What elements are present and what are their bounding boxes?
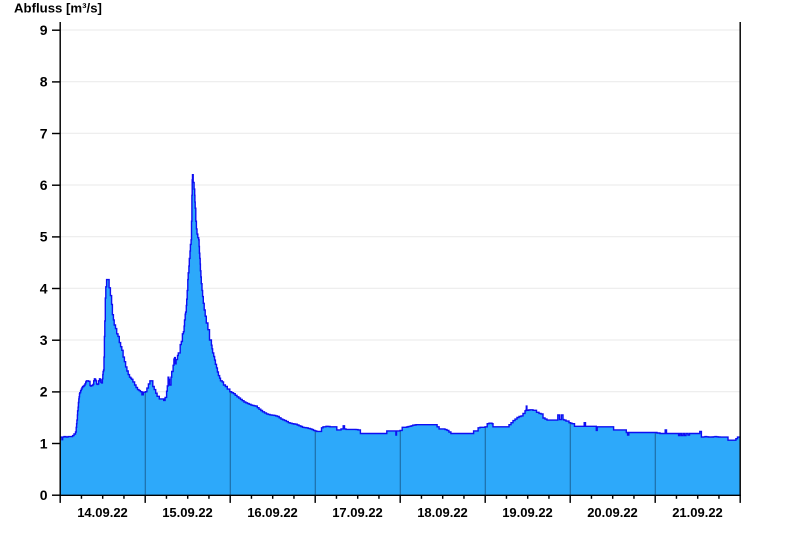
svg-text:20.09.22: 20.09.22 <box>587 505 638 520</box>
svg-text:17.09.22: 17.09.22 <box>332 505 383 520</box>
svg-text:7: 7 <box>40 125 48 141</box>
svg-text:0: 0 <box>40 487 48 503</box>
svg-text:8: 8 <box>40 74 48 90</box>
svg-text:5: 5 <box>40 229 48 245</box>
svg-text:15.09.22: 15.09.22 <box>162 505 213 520</box>
svg-text:14.09.22: 14.09.22 <box>77 505 128 520</box>
svg-text:19.09.22: 19.09.22 <box>502 505 553 520</box>
svg-text:4: 4 <box>40 280 48 296</box>
svg-text:18.09.22: 18.09.22 <box>417 505 468 520</box>
svg-text:21.09.22: 21.09.22 <box>672 505 723 520</box>
svg-text:3: 3 <box>40 332 48 348</box>
svg-text:9: 9 <box>40 22 48 38</box>
svg-text:1: 1 <box>40 435 48 451</box>
svg-text:Abfluss [m³/s]: Abfluss [m³/s] <box>14 1 102 16</box>
svg-text:16.09.22: 16.09.22 <box>247 505 298 520</box>
svg-text:6: 6 <box>40 177 48 193</box>
svg-text:2: 2 <box>40 384 48 400</box>
